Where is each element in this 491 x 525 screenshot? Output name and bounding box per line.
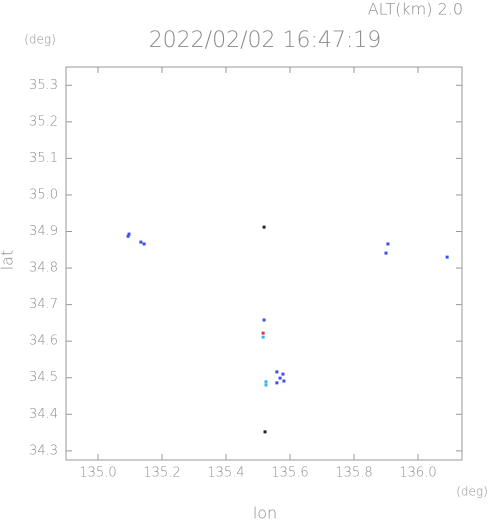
point <box>263 430 267 434</box>
point <box>278 376 282 380</box>
point <box>281 372 285 376</box>
point <box>386 242 390 246</box>
x-tick-label: 136.0 <box>399 466 436 481</box>
chart-title: 2022/02/02 16:47:19 <box>149 28 382 53</box>
y-tick-label: 34.3 <box>29 443 58 458</box>
x-tick-label: 135.6 <box>271 466 308 481</box>
point <box>445 255 449 259</box>
point <box>282 379 286 383</box>
y-tick-label: 34.8 <box>29 261 58 276</box>
y-axis-label: lat <box>0 250 17 271</box>
y-tick-label: 34.7 <box>29 297 58 312</box>
x-unit: (deg) <box>456 485 488 499</box>
point <box>264 383 268 387</box>
y-tick-label: 35.1 <box>29 151 58 166</box>
x-tick-label: 135.8 <box>335 466 372 481</box>
point <box>261 331 265 335</box>
point <box>275 381 279 385</box>
plot-frame <box>65 66 463 461</box>
x-tick-label: 135.0 <box>79 466 116 481</box>
x-tick-label: 135.4 <box>207 466 244 481</box>
y-tick-label: 35.2 <box>29 114 58 129</box>
y-tick-label: 34.9 <box>29 224 58 239</box>
point <box>126 234 130 238</box>
x-axis-label: lon <box>253 504 277 522</box>
y-tick-label: 34.5 <box>29 370 58 385</box>
point <box>275 370 279 374</box>
point <box>384 251 388 255</box>
point <box>261 335 265 339</box>
y-unit: (deg) <box>24 33 56 47</box>
point <box>127 232 131 236</box>
x-tick-label: 135.2 <box>143 466 180 481</box>
altitude-label: ALT(km) 2.0 <box>368 0 463 19</box>
point <box>139 240 143 244</box>
y-tick-label: 35.0 <box>29 187 58 202</box>
point <box>262 225 266 229</box>
point <box>142 242 146 246</box>
point <box>264 380 268 384</box>
y-tick-label: 35.3 <box>29 78 58 93</box>
y-tick-label: 34.4 <box>29 407 58 422</box>
point <box>262 318 266 322</box>
y-tick-label: 34.6 <box>29 334 58 349</box>
